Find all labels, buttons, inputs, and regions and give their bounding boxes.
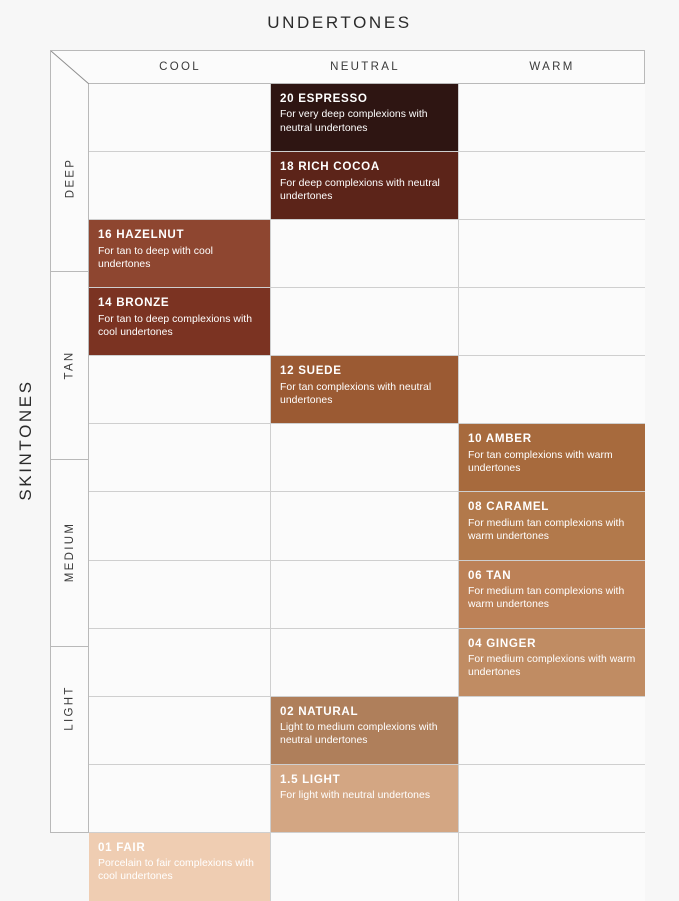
row-group-label: TAN	[63, 350, 76, 380]
empty-cell-cool	[89, 764, 271, 833]
shade-cell-18-rich-cocoa[interactable]: 18 RICH COCOA For deep complexions with n…	[271, 152, 459, 221]
empty-cell-warm	[459, 84, 645, 153]
shade-name: 10 AMBER	[468, 432, 532, 446]
shade-name: 06 TAN	[468, 568, 512, 582]
empty-cell-neutral	[271, 220, 459, 289]
shade-cell-14-bronze[interactable]: 14 BRONZE For tan to deep complexions wit…	[89, 288, 271, 357]
row-group-divider	[51, 271, 89, 273]
empty-cell-cool	[89, 356, 271, 425]
shade-name: 12 SUEDE	[280, 364, 342, 378]
shade-cell-01-fair[interactable]: 01 FAIR Porcelain to fair complexions wit…	[89, 832, 271, 901]
empty-cell-neutral	[271, 832, 459, 901]
matrix-row: 01 FAIR Porcelain to fair complexions wit…	[89, 832, 645, 901]
empty-cell-neutral	[271, 560, 459, 629]
column-header-neutral: NEUTRAL	[330, 61, 400, 73]
row-group-label: DEEP	[64, 157, 76, 198]
matrix-row: 10 AMBER For tan complexions with warm un…	[89, 424, 645, 493]
empty-cell-neutral	[271, 492, 459, 561]
row-group-divider	[51, 458, 89, 460]
row-group-medium: MEDIUM	[51, 459, 89, 646]
shade-description: For tan to deep complexions with cool un…	[98, 313, 253, 338]
matrix-row: 02 NATURAL Light to medium complexions wi…	[89, 696, 645, 765]
matrix-row: 1.5 LIGHT For light with neutral underton…	[89, 764, 645, 833]
column-header-row: COOL NEUTRAL WARM	[89, 51, 645, 84]
shade-description: For medium tan complexions with warm und…	[468, 586, 625, 611]
skintones-axis-title: SKINTONES	[16, 379, 35, 501]
shade-name: 16 HAZELNUT	[98, 228, 185, 242]
shade-cell-1-5-light[interactable]: 1.5 LIGHT For light with neutral underton…	[271, 764, 459, 833]
shade-description: Light to medium complexions with neutral…	[280, 722, 438, 747]
row-group-tan: TAN	[51, 271, 89, 458]
matrix-row: 06 TAN For medium tan complexions with wa…	[89, 560, 645, 629]
shade-description: For deep complexions with neutral undert…	[280, 177, 440, 202]
empty-cell-cool	[89, 152, 271, 221]
shade-name: 18 RICH COCOA	[280, 160, 380, 174]
row-group-divider	[51, 645, 89, 647]
matrix-row: 14 BRONZE For tan to deep complexions wit…	[89, 288, 645, 357]
empty-cell-neutral	[271, 628, 459, 697]
empty-cell-cool	[89, 492, 271, 561]
matrix-row: 04 GINGER For medium complexions with war…	[89, 628, 645, 697]
shade-description: For tan complexions with warm undertones	[468, 449, 613, 474]
matrix-row: 08 CARAMEL For medium tan complexions wit…	[89, 492, 645, 561]
empty-cell-neutral	[271, 288, 459, 357]
matrix-row: 12 SUEDE For tan complexions with neutral…	[89, 356, 645, 425]
shade-description: For tan to deep with cool undertones	[98, 245, 214, 270]
shade-cell-04-ginger[interactable]: 04 GINGER For medium complexions with war…	[459, 628, 645, 697]
row-group-label: MEDIUM	[64, 521, 76, 583]
shade-name: 02 NATURAL	[280, 704, 359, 718]
row-group-rail: DEEP TAN MEDIUM LIGHT	[51, 84, 89, 833]
shade-name: 14 BRONZE	[98, 296, 170, 310]
shade-name: 20 ESPRESSO	[280, 92, 368, 105]
empty-cell-warm	[459, 288, 645, 357]
empty-cell-warm	[459, 356, 645, 425]
empty-cell-cool	[89, 560, 271, 629]
row-group-label: LIGHT	[64, 685, 76, 731]
shade-cell-08-caramel[interactable]: 08 CARAMEL For medium tan complexions wit…	[459, 492, 645, 561]
shade-cell-10-amber[interactable]: 10 AMBER For tan complexions with warm un…	[459, 424, 645, 493]
matrix-row: 18 RICH COCOA For deep complexions with n…	[89, 152, 645, 221]
matrix-grid-body: 20 ESPRESSO For very deep complexions wit…	[89, 84, 645, 901]
row-group-light: LIGHT	[51, 646, 89, 771]
shade-cell-16-hazelnut[interactable]: 16 HAZELNUT For tan to deep with cool und…	[89, 220, 271, 289]
shade-cell-02-natural[interactable]: 02 NATURAL Light to medium complexions wi…	[271, 696, 459, 765]
empty-cell-warm	[459, 764, 645, 833]
shade-description: For medium complexions with warm underto…	[468, 654, 636, 679]
empty-cell-cool	[89, 696, 271, 765]
shade-name: 08 CARAMEL	[468, 500, 550, 514]
empty-cell-warm	[459, 696, 645, 765]
shade-name: 1.5 LIGHT	[280, 772, 341, 786]
shade-name: 01 FAIR	[98, 840, 146, 854]
matrix-row: 16 HAZELNUT For tan to deep with cool und…	[89, 220, 645, 289]
undertones-axis-title: UNDERTONES	[267, 13, 412, 32]
shade-description: For tan complexions with neutral underto…	[280, 381, 432, 406]
empty-cell-cool	[89, 84, 271, 153]
column-header-warm: WARM	[529, 61, 575, 73]
shade-cell-20-espresso[interactable]: 20 ESPRESSO For very deep complexions wit…	[271, 84, 459, 153]
shade-cell-06-tan[interactable]: 06 TAN For medium tan complexions with wa…	[459, 560, 645, 629]
shade-description: Porcelain to fair complexions with cool …	[98, 858, 254, 883]
column-header-cool: COOL	[159, 61, 201, 73]
empty-cell-warm	[459, 220, 645, 289]
empty-cell-warm	[459, 152, 645, 221]
empty-cell-neutral	[271, 424, 459, 493]
shade-description: For light with neutral undertones	[280, 790, 431, 802]
empty-cell-cool	[89, 628, 271, 697]
shade-name: 04 GINGER	[468, 636, 537, 650]
matrix-row: 20 ESPRESSO For very deep complexions wit…	[89, 84, 645, 153]
empty-cell-cool	[89, 424, 271, 493]
shade-cell-12-suede[interactable]: 12 SUEDE For tan complexions with neutral…	[271, 356, 459, 425]
empty-cell-warm	[459, 832, 645, 901]
corner-diagonal-icon	[51, 51, 89, 84]
row-group-deep: DEEP	[51, 84, 89, 271]
shade-description: For medium tan complexions with warm und…	[468, 517, 625, 543]
shade-matrix-page: UNDERTONES SKINTONES COOL NEUTRAL WARM DEE…	[16, 13, 645, 901]
shade-matrix: COOL NEUTRAL WARM DEEP TAN MEDIUM LIGHT 20 ES…	[50, 50, 645, 901]
shade-description: For very deep complexions with neutral u…	[280, 109, 428, 134]
